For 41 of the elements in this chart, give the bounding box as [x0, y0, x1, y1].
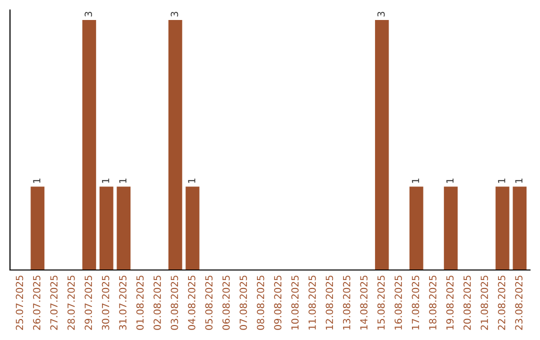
x-tick-label: 10.08.2025 — [291, 276, 299, 330]
data-label: 1 — [515, 178, 522, 183]
x-tick-label: 01.08.2025 — [136, 276, 144, 330]
x-tick-label: 25.07.2025 — [16, 276, 24, 330]
x-tick-label: 08.08.2025 — [256, 276, 264, 330]
data-label: 1 — [33, 178, 40, 183]
x-tick-label: 29.07.2025 — [84, 276, 92, 330]
data-label: 1 — [102, 178, 110, 183]
x-tick-label: 14.08.2025 — [360, 276, 368, 330]
x-tick-label: 16.08.2025 — [394, 276, 402, 330]
x-tick-label: 18.08.2025 — [429, 276, 436, 330]
x-tick-label: 13.08.2025 — [342, 276, 350, 330]
x-tick-label: 04.08.2025 — [188, 276, 196, 330]
data-label: 1 — [446, 178, 454, 183]
x-tick-label: 23.08.2025 — [515, 276, 522, 330]
data-label: 1 — [412, 178, 420, 183]
x-tick-label: 19.08.2025 — [446, 276, 454, 330]
x-tick-label: 17.08.2025 — [412, 276, 420, 330]
data-label: 3 — [377, 12, 385, 16]
x-tick-label: 06.08.2025 — [222, 276, 230, 330]
x-tick-label: 09.08.2025 — [274, 276, 282, 330]
x-tick-label: 28.07.2025 — [67, 276, 75, 330]
x-tick-label: 15.08.2025 — [377, 276, 385, 330]
x-tick-label: 05.08.2025 — [205, 276, 213, 330]
data-label: 1 — [119, 178, 126, 183]
x-tick-label: 02.08.2025 — [154, 276, 161, 330]
x-tick-label: 11.08.2025 — [308, 276, 316, 330]
x-tick-label: 27.07.2025 — [50, 276, 58, 330]
data-label: 3 — [84, 12, 92, 16]
x-tick-label: 20.08.2025 — [463, 276, 471, 330]
data-label: 1 — [498, 178, 506, 183]
x-tick-label: 22.08.2025 — [498, 276, 506, 330]
x-tick-label: 30.07.2025 — [102, 276, 110, 330]
x-tick-label: 21.08.2025 — [480, 276, 488, 330]
x-tick-label: 31.07.2025 — [119, 276, 126, 330]
x-tick-label: 03.08.2025 — [170, 276, 178, 330]
x-tick-label: 07.08.2025 — [240, 276, 247, 330]
x-tick-label: 12.08.2025 — [326, 276, 334, 330]
data-label: 3 — [170, 12, 178, 16]
x-tick-label: 26.07.2025 — [33, 276, 40, 330]
data-label: 1 — [188, 178, 196, 183]
